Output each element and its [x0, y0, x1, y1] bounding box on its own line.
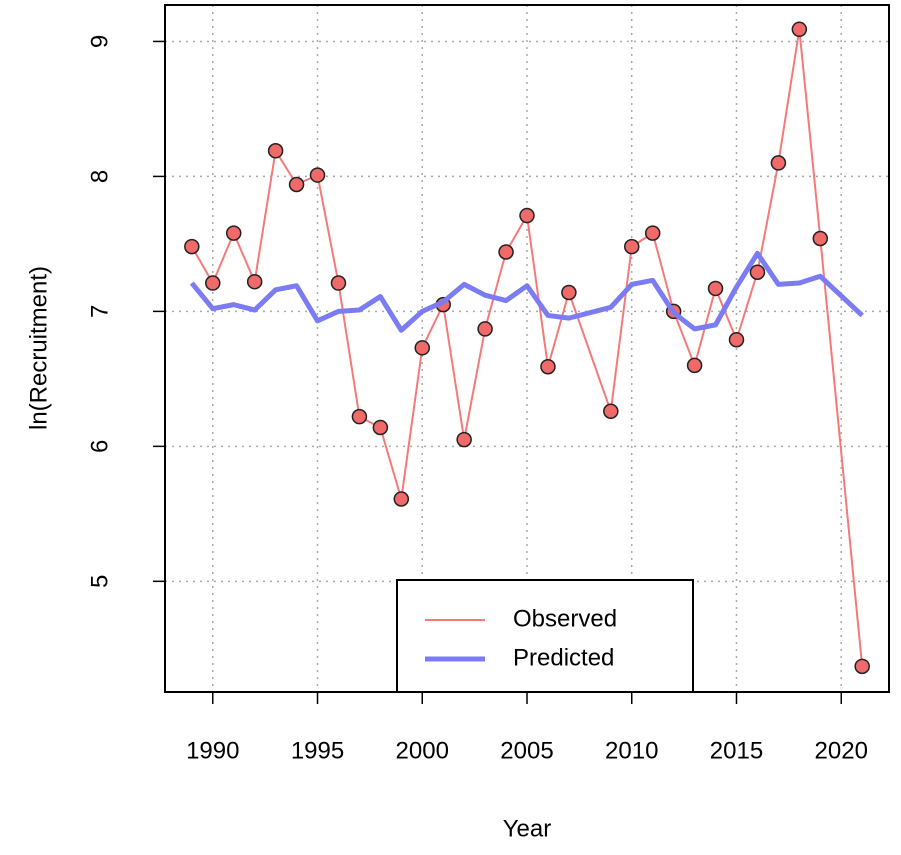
y-tick-label: 9	[86, 35, 113, 48]
data-point	[456, 431, 472, 448]
y-axis-label: ln(Recruitment)	[25, 266, 52, 430]
x-tick-label: 1990	[186, 737, 239, 764]
data-point	[603, 403, 619, 420]
x-tick-label: 2015	[710, 737, 763, 764]
data-point	[288, 176, 305, 193]
data-point	[205, 275, 221, 291]
data-point	[414, 340, 431, 356]
data-point	[749, 264, 766, 280]
series-line	[189, 250, 864, 333]
x-tick-label: 2000	[396, 737, 449, 764]
data-point	[372, 419, 389, 436]
x-tick-label: 2005	[500, 737, 553, 764]
data-point	[393, 491, 410, 507]
data-point	[728, 331, 745, 348]
data-point	[812, 230, 829, 247]
x-tick-label: 2020	[815, 737, 868, 764]
legend-label: Predicted	[513, 644, 614, 671]
legend-box	[396, 579, 694, 693]
data-point	[309, 167, 326, 183]
data-point	[477, 321, 493, 337]
x-tick-label: 2010	[605, 737, 658, 764]
data-point	[770, 155, 787, 171]
x-axis-label: Year	[503, 815, 552, 842]
data-point	[561, 284, 577, 301]
y-tick-label: 6	[86, 440, 113, 453]
data-point	[623, 238, 640, 255]
data-point	[540, 358, 556, 375]
data-point	[791, 21, 808, 38]
data-point	[686, 357, 703, 374]
y-tick-label: 5	[86, 575, 113, 588]
y-tick-label: 7	[86, 305, 113, 318]
data-point	[644, 225, 661, 241]
data-point	[498, 244, 514, 260]
x-tick-label: 1995	[291, 737, 344, 764]
legend-label: Observed	[513, 605, 617, 632]
data-point	[519, 207, 535, 224]
y-tick-label: 8	[86, 170, 113, 183]
data-point	[351, 408, 368, 425]
data-point	[225, 225, 242, 241]
data-point	[267, 143, 284, 159]
data-point	[246, 273, 263, 290]
data-point	[707, 280, 724, 297]
data-point	[330, 275, 347, 291]
data-point	[184, 238, 200, 255]
data-point	[854, 658, 870, 675]
